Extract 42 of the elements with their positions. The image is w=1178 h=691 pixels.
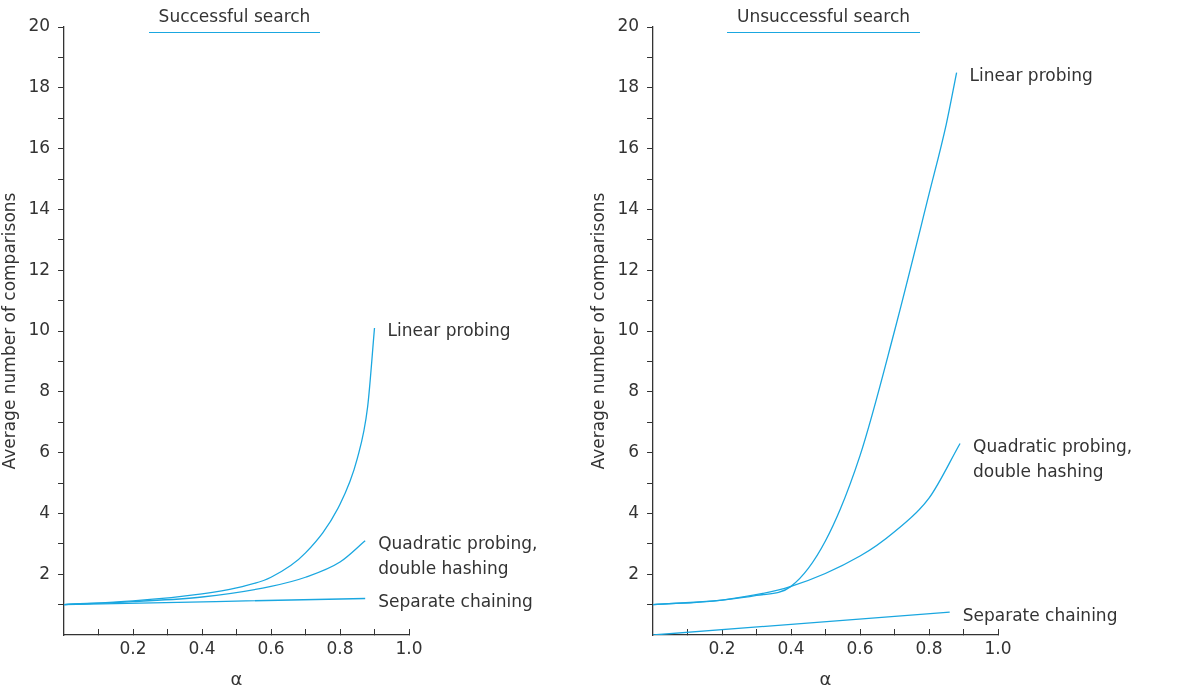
- series-label: Quadratic probing, double hashing: [973, 435, 1133, 481]
- y-tick-label: 18: [28, 76, 51, 97]
- y-tick-label: 14: [28, 197, 51, 218]
- y-tick-label: 14: [617, 197, 640, 218]
- x-tick-label: 0.8: [326, 637, 354, 658]
- x-axis-title: α: [819, 667, 832, 689]
- x-axis-title: α: [230, 667, 243, 689]
- y-tick-label: 12: [617, 258, 640, 279]
- series-label: Linear probing: [387, 320, 511, 341]
- chart-title: Successful search: [148, 6, 321, 33]
- y-tick-label: 20: [28, 15, 51, 36]
- x-tick-label: 0.2: [119, 637, 147, 658]
- x-tick-label: 0.6: [257, 637, 285, 658]
- y-tick-label: 16: [28, 137, 51, 158]
- y-tick-label: 18: [617, 76, 640, 97]
- y-tick-label: 8: [628, 380, 640, 401]
- y-tick-label: 10: [617, 319, 640, 340]
- y-tick-label: 16: [617, 137, 640, 158]
- y-axis-title: Average number of comparisons: [0, 192, 19, 470]
- y-tick-label: 10: [28, 319, 51, 340]
- x-tick-label: 1.0: [984, 637, 1012, 658]
- x-tick-label: 0.4: [777, 637, 805, 658]
- y-tick-label: 2: [39, 562, 51, 583]
- y-tick-label: 8: [39, 380, 51, 401]
- series-label: Separate chaining: [378, 590, 533, 611]
- chart-title: Unsuccessful search: [726, 6, 921, 33]
- series-label: Linear probing: [969, 65, 1093, 86]
- y-tick-label: 6: [39, 441, 51, 462]
- y-tick-label: 4: [39, 501, 51, 522]
- y-tick-label: 4: [628, 501, 640, 522]
- y-tick-label: 12: [28, 258, 51, 279]
- y-axis-title: Average number of comparisons: [587, 192, 608, 470]
- x-tick-label: 0.8: [915, 637, 943, 658]
- series-label: Quadratic probing, double hashing: [378, 533, 538, 579]
- y-tick-label: 2: [628, 562, 640, 583]
- x-tick-label: 0.2: [708, 637, 736, 658]
- y-tick-label: 6: [628, 441, 640, 462]
- y-tick-label: 20: [617, 15, 640, 36]
- x-tick-label: 1.0: [395, 637, 423, 658]
- x-tick-label: 0.4: [188, 637, 216, 658]
- series-label: Separate chaining: [962, 604, 1118, 625]
- x-tick-label: 0.6: [846, 637, 874, 658]
